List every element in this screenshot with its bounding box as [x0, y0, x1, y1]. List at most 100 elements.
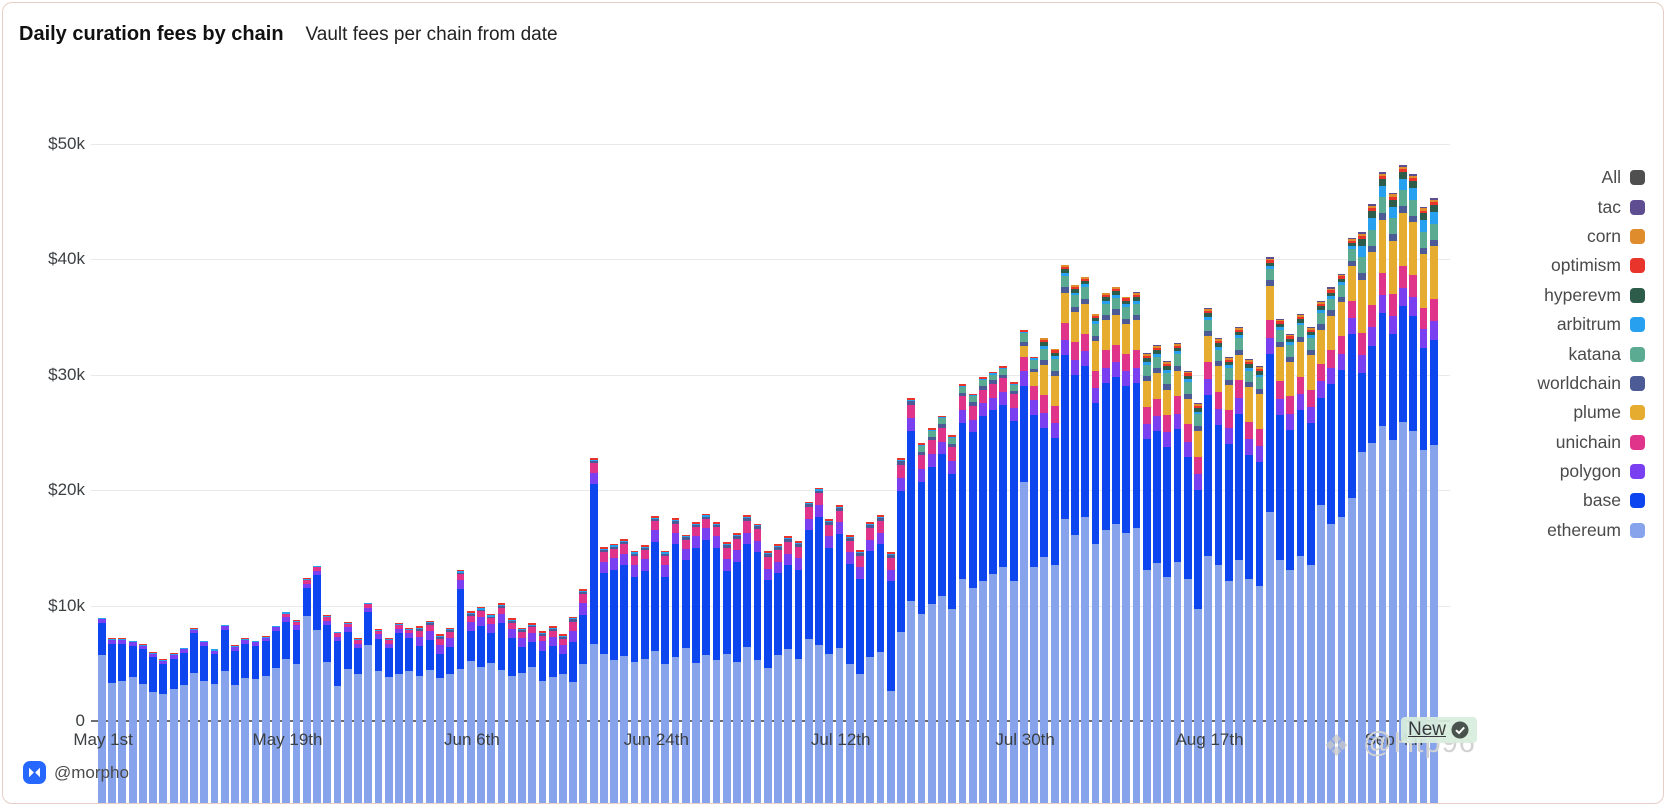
- stacked-bar[interactable]: [518, 627, 526, 803]
- stacked-bar[interactable]: [118, 638, 127, 803]
- stacked-bar[interactable]: [282, 611, 291, 803]
- stacked-bar[interactable]: [210, 648, 219, 803]
- stacked-bar[interactable]: [1101, 293, 1110, 803]
- stacked-bar[interactable]: [815, 487, 823, 803]
- stacked-bar[interactable]: [313, 565, 321, 803]
- stacked-bar[interactable]: [374, 629, 383, 803]
- legend-item-base[interactable]: base: [1537, 486, 1645, 515]
- stacked-bar[interactable]: [1173, 342, 1182, 803]
- stacked-bar[interactable]: [354, 638, 362, 803]
- stacked-bar[interactable]: [1224, 356, 1233, 803]
- stacked-bar[interactable]: [784, 536, 793, 803]
- stacked-bar[interactable]: [384, 638, 393, 803]
- stacked-bar[interactable]: [1153, 345, 1161, 803]
- stacked-bar[interactable]: [876, 515, 885, 803]
- stacked-bar[interactable]: [1142, 353, 1151, 803]
- stacked-bar[interactable]: [159, 659, 168, 803]
- stacked-bar[interactable]: [364, 602, 373, 803]
- stacked-bar[interactable]: [538, 630, 547, 803]
- stacked-bar[interactable]: [108, 638, 117, 803]
- stacked-bar[interactable]: [958, 384, 967, 803]
- stacked-bar[interactable]: [272, 625, 280, 803]
- legend-item-arbitrum[interactable]: arbitrum: [1537, 310, 1645, 339]
- legend-item-optimism[interactable]: optimism: [1537, 251, 1645, 280]
- stacked-bar[interactable]: [1419, 206, 1428, 803]
- stacked-bar[interactable]: [138, 644, 147, 803]
- stacked-bar[interactable]: [1163, 361, 1172, 803]
- stacked-bar[interactable]: [1276, 318, 1284, 803]
- stacked-bar[interactable]: [98, 617, 106, 803]
- stacked-bar[interactable]: [1286, 333, 1295, 803]
- legend-item-corn[interactable]: corn: [1537, 222, 1645, 251]
- stacked-bar[interactable]: [835, 505, 844, 803]
- stacked-bar[interactable]: [1306, 326, 1315, 803]
- stacked-bar[interactable]: [477, 606, 485, 803]
- stacked-bar[interactable]: [466, 611, 475, 803]
- stacked-bar[interactable]: [395, 623, 403, 803]
- stacked-bar[interactable]: [1132, 292, 1141, 803]
- stacked-bar[interactable]: [1347, 237, 1356, 803]
- stacked-bar[interactable]: [292, 620, 301, 803]
- stacked-bar[interactable]: [415, 626, 424, 803]
- stacked-bar[interactable]: [897, 458, 905, 803]
- stacked-bar[interactable]: [302, 578, 311, 803]
- stacked-bar[interactable]: [200, 640, 209, 803]
- stacked-bar[interactable]: [866, 522, 875, 803]
- stacked-bar[interactable]: [1050, 348, 1059, 803]
- stacked-bar[interactable]: [1194, 402, 1202, 803]
- stacked-bar[interactable]: [569, 616, 578, 803]
- stacked-bar[interactable]: [343, 622, 352, 803]
- stacked-bar[interactable]: [753, 523, 762, 803]
- stacked-bar[interactable]: [1040, 338, 1049, 803]
- stacked-bar[interactable]: [579, 588, 588, 803]
- stacked-bar[interactable]: [425, 620, 434, 803]
- legend-item-ethereum[interactable]: ethereum: [1537, 516, 1645, 545]
- stacked-bar[interactable]: [1337, 273, 1346, 803]
- stacked-bar[interactable]: [1122, 296, 1131, 803]
- stacked-bar[interactable]: [1265, 257, 1274, 803]
- stacked-bar[interactable]: [456, 569, 465, 803]
- stacked-bar[interactable]: [333, 631, 342, 803]
- stacked-bar[interactable]: [845, 535, 854, 803]
- stacked-bar[interactable]: [722, 542, 731, 803]
- stacked-bar[interactable]: [989, 371, 998, 803]
- stacked-bar[interactable]: [702, 513, 711, 803]
- stacked-bar[interactable]: [261, 636, 270, 803]
- stacked-bar[interactable]: [405, 628, 414, 803]
- stacked-bar[interactable]: [169, 653, 178, 803]
- legend-item-worldchain[interactable]: worldchain: [1537, 369, 1645, 398]
- stacked-bar[interactable]: [1327, 287, 1336, 803]
- stacked-bar[interactable]: [589, 458, 598, 803]
- stacked-bar[interactable]: [1409, 174, 1418, 803]
- stacked-bar[interactable]: [558, 634, 567, 803]
- stacked-bar[interactable]: [251, 640, 260, 803]
- stacked-bar[interactable]: [1317, 301, 1325, 803]
- stacked-bar[interactable]: [1358, 231, 1366, 803]
- legend-item-katana[interactable]: katana: [1537, 339, 1645, 368]
- stacked-bar[interactable]: [640, 544, 649, 803]
- stacked-bar[interactable]: [1399, 164, 1407, 803]
- stacked-bar[interactable]: [825, 518, 834, 803]
- stacked-bar[interactable]: [651, 516, 659, 803]
- stacked-bar[interactable]: [599, 547, 608, 803]
- stacked-bar[interactable]: [620, 539, 629, 803]
- stacked-bar[interactable]: [938, 415, 946, 803]
- stacked-bar[interactable]: [1378, 171, 1387, 803]
- new-badge[interactable]: New: [1401, 717, 1478, 743]
- stacked-bar[interactable]: [907, 398, 916, 803]
- stacked-bar[interactable]: [548, 626, 557, 803]
- stacked-bar[interactable]: [1245, 359, 1254, 803]
- stacked-bar[interactable]: [1429, 198, 1438, 803]
- stacked-bar[interactable]: [1081, 277, 1090, 803]
- stacked-bar[interactable]: [1214, 338, 1223, 803]
- stacked-bar[interactable]: [692, 521, 700, 803]
- stacked-bar[interactable]: [446, 627, 455, 803]
- stacked-bar[interactable]: [1112, 287, 1120, 803]
- legend-item-unichain[interactable]: unichain: [1537, 428, 1645, 457]
- stacked-bar[interactable]: [794, 540, 803, 803]
- stacked-bar[interactable]: [1388, 192, 1397, 803]
- stacked-bar[interactable]: [179, 647, 188, 803]
- stacked-bar[interactable]: [661, 550, 670, 803]
- stacked-bar[interactable]: [1183, 370, 1192, 803]
- stacked-bar[interactable]: [610, 543, 618, 803]
